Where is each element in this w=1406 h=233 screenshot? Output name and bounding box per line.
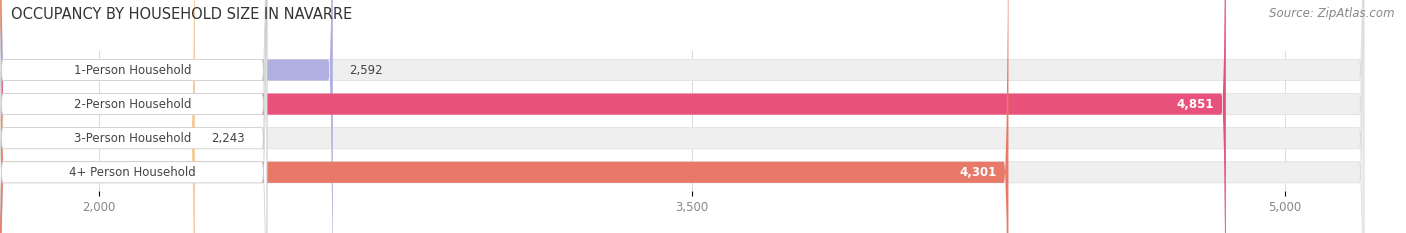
- FancyBboxPatch shape: [0, 0, 267, 233]
- FancyBboxPatch shape: [0, 0, 1364, 233]
- Text: 4+ Person Household: 4+ Person Household: [69, 166, 195, 179]
- FancyBboxPatch shape: [0, 0, 267, 233]
- FancyBboxPatch shape: [0, 0, 333, 233]
- FancyBboxPatch shape: [0, 0, 1364, 233]
- FancyBboxPatch shape: [0, 0, 1008, 233]
- FancyBboxPatch shape: [0, 0, 267, 233]
- FancyBboxPatch shape: [0, 0, 195, 233]
- FancyBboxPatch shape: [0, 0, 1364, 233]
- Text: 3-Person Household: 3-Person Household: [73, 132, 191, 145]
- Text: 4,301: 4,301: [959, 166, 997, 179]
- Text: 1-Person Household: 1-Person Household: [73, 64, 191, 76]
- Text: OCCUPANCY BY HOUSEHOLD SIZE IN NAVARRE: OCCUPANCY BY HOUSEHOLD SIZE IN NAVARRE: [11, 7, 353, 22]
- Text: 2,243: 2,243: [211, 132, 245, 145]
- Text: Source: ZipAtlas.com: Source: ZipAtlas.com: [1270, 7, 1395, 20]
- Text: 2,592: 2,592: [349, 64, 382, 76]
- FancyBboxPatch shape: [0, 0, 267, 233]
- FancyBboxPatch shape: [0, 0, 1226, 233]
- Text: 2-Person Household: 2-Person Household: [73, 98, 191, 111]
- Text: 4,851: 4,851: [1177, 98, 1213, 111]
- FancyBboxPatch shape: [0, 0, 1364, 233]
